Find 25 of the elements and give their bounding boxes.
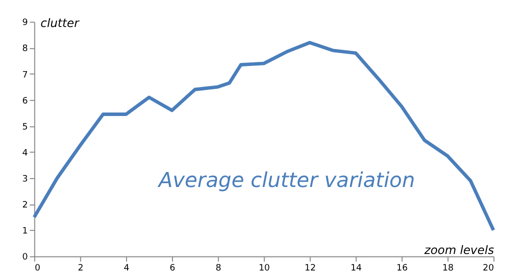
x-axis-title: zoom levels xyxy=(423,242,494,257)
x-tick-label: 18 xyxy=(442,263,454,274)
y-tick-label: 3 xyxy=(22,174,28,185)
y-tick-label: 4 xyxy=(22,148,28,158)
x-tick-label: 6 xyxy=(170,263,176,274)
x-tick-label: 0 xyxy=(34,263,40,274)
y-tick-label: 7 xyxy=(22,70,28,80)
y-tick-label: 6 xyxy=(22,96,28,106)
x-tick-label: 20 xyxy=(482,263,494,274)
y-tick-label: 0 xyxy=(22,252,28,263)
x-tick-label: 14 xyxy=(350,263,362,274)
y-tick-label: 5 xyxy=(22,122,28,132)
line-series xyxy=(32,40,496,232)
x-tick-label: 4 xyxy=(124,263,130,274)
y-tick-label: 8 xyxy=(22,44,28,54)
x-tick-label: 8 xyxy=(216,263,222,274)
x-tick-label: 2 xyxy=(78,263,84,274)
y-tick-label: 9 xyxy=(22,18,28,28)
y-axis-title: clutter xyxy=(40,16,80,30)
x-tick-label: 10 xyxy=(258,263,270,274)
y-tick-label: 2 xyxy=(22,200,28,211)
y-tick-label: 1 xyxy=(22,226,28,237)
x-tick-label: 12 xyxy=(304,263,316,274)
annotation: Average clutter variation xyxy=(156,168,415,192)
x-tick-label: 16 xyxy=(396,263,408,274)
